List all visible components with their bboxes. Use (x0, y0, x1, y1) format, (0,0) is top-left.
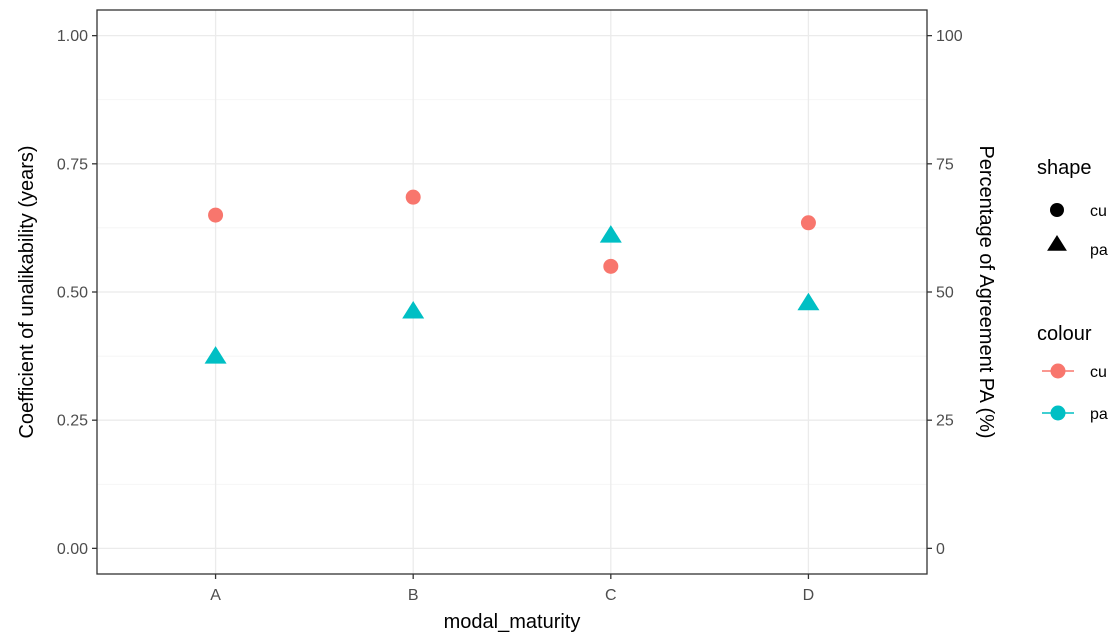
legend-colour: colour cu pa (1037, 323, 1108, 423)
y-tick-label: 0.75 (57, 156, 88, 173)
x-axis-title: modal_maturity (444, 611, 581, 633)
data-point-pa (797, 292, 820, 311)
legend-item: cu (1042, 363, 1107, 381)
y2-tick-label: 50 (936, 285, 954, 302)
x-tick-label: A (210, 587, 221, 604)
data-point-pa (402, 300, 425, 319)
gridlines (97, 10, 927, 574)
x-tick-label: C (605, 587, 617, 604)
data-point-cu (603, 258, 619, 274)
legend-item: cu (1050, 203, 1107, 220)
legend-label: pa (1090, 242, 1108, 259)
legend-key-dot (1050, 363, 1066, 379)
y-tick-label: 1.00 (57, 28, 88, 45)
legend-item: pa (1047, 235, 1108, 259)
y-tick-label: 0.00 (57, 541, 88, 558)
legend-shape-title: shape (1037, 157, 1092, 179)
data-point-cu (405, 189, 421, 205)
data-point-cu (208, 207, 224, 223)
y-tick-label: 0.25 (57, 413, 88, 430)
legend-colour-title: colour (1037, 323, 1092, 345)
data-points (204, 189, 820, 364)
legend-label: pa (1090, 406, 1108, 423)
legend-key-circle (1050, 203, 1064, 217)
y2-tick-label: 25 (936, 413, 954, 430)
y2-axis-title: Percentage of Agreement PA (%) (975, 145, 997, 438)
y-tick-label: 0.50 (57, 285, 88, 302)
y2-tick-label: 75 (936, 156, 954, 173)
data-point-pa (204, 346, 227, 364)
data-point-cu (800, 215, 816, 231)
legend-label: cu (1090, 364, 1107, 381)
legend-key-dot (1050, 405, 1066, 421)
x-tick-label: B (408, 587, 419, 604)
y-axis-title: Coefficient of unalikability (years) (16, 145, 38, 438)
legend-shape: shape cu pa (1037, 157, 1108, 259)
x-tick-label: D (803, 587, 815, 604)
y2-tick-label: 100 (936, 28, 963, 45)
data-point-pa (599, 225, 622, 243)
y2-tick-label: 0 (936, 541, 945, 558)
axes: 0.00 0.25 0.50 0.75 1.00 0 25 50 75 100 A B C D (57, 9, 963, 604)
legend-item: pa (1042, 405, 1108, 423)
legend-label: cu (1090, 203, 1107, 220)
legend-key-triangle (1047, 235, 1067, 251)
